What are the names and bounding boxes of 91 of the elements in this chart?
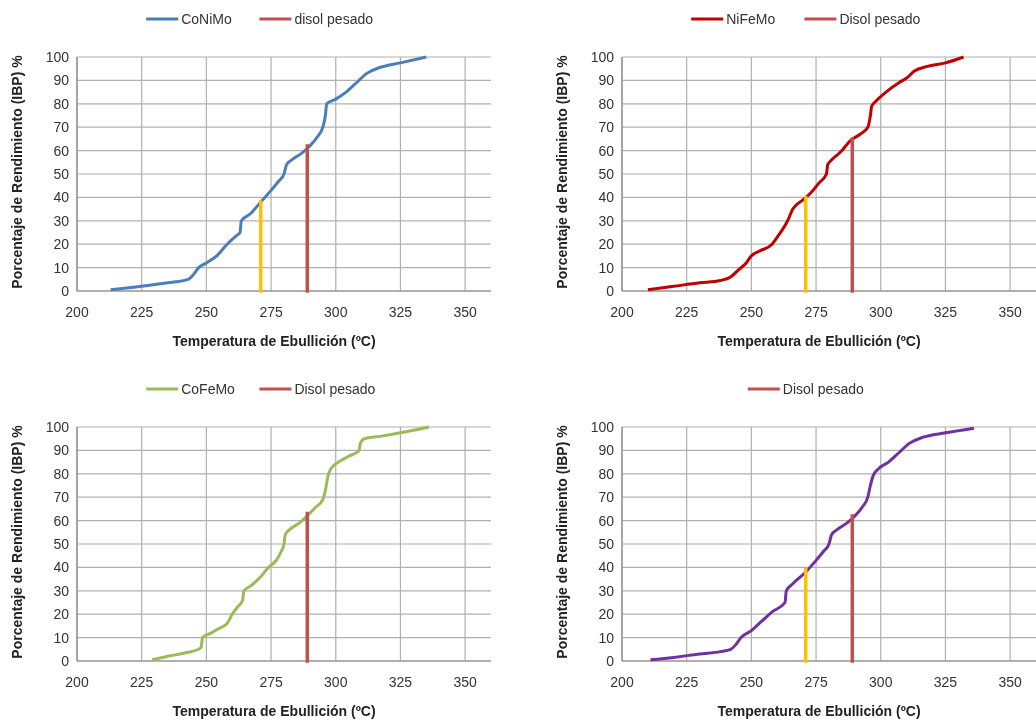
legend-label: Disol pesado bbox=[782, 380, 864, 397]
y-tick-label: 50 bbox=[598, 535, 615, 552]
y-tick-label: 0 bbox=[61, 652, 70, 669]
x-tick-label: 325 bbox=[933, 304, 958, 320]
x-tick-label: 350 bbox=[453, 674, 478, 690]
x-axis-title: Temperatura de Ebullición (ºC) bbox=[717, 703, 921, 719]
x-tick-label: 225 bbox=[130, 304, 154, 320]
y-tick-label: 20 bbox=[598, 606, 615, 623]
x-tick-label: 250 bbox=[739, 304, 764, 320]
y-axis-title: Porcentaje de Rendimiento (IBP) % bbox=[9, 424, 25, 659]
y-axis-title: Porcentaje de Rendimiento (IBP) % bbox=[554, 424, 570, 659]
x-tick-label: 275 bbox=[804, 674, 828, 690]
x-axis-title: Temperatura de Ebullición (ºC) bbox=[717, 333, 921, 349]
line-series bbox=[646, 55, 966, 292]
x-tick-label: 225 bbox=[675, 304, 699, 320]
y-tick-label: 30 bbox=[53, 212, 70, 229]
y-tick-label: 10 bbox=[53, 629, 70, 646]
x-tick-label: 200 bbox=[65, 304, 89, 320]
y-tick-label: 50 bbox=[53, 535, 70, 552]
legend-label: Disol pesado bbox=[294, 380, 376, 397]
y-tick-label: 40 bbox=[53, 189, 70, 206]
legend-label: CoNiMo bbox=[181, 10, 232, 27]
x-tick-label: 350 bbox=[453, 304, 478, 320]
x-tick-label: 200 bbox=[65, 674, 89, 690]
line-series bbox=[648, 426, 976, 662]
y-tick-label: 40 bbox=[598, 559, 615, 576]
y-axis-title: Porcentaje de Rendimiento (IBP) % bbox=[554, 54, 570, 289]
y-tick-label: 70 bbox=[53, 119, 70, 136]
x-tick-label: 225 bbox=[130, 674, 154, 690]
x-tick-label: 250 bbox=[194, 674, 219, 690]
y-tick-label: 30 bbox=[598, 212, 615, 229]
y-tick-label: 70 bbox=[598, 489, 615, 506]
y-tick-label: 100 bbox=[45, 48, 70, 65]
y-tick-label: 50 bbox=[53, 165, 70, 182]
y-tick-label: 0 bbox=[606, 652, 615, 669]
y-tick-label: 0 bbox=[606, 282, 615, 299]
legend-label: disol pesado bbox=[294, 10, 374, 27]
y-tick-label: 20 bbox=[53, 236, 70, 253]
line-series bbox=[150, 425, 431, 662]
legend-label: CoFeMo bbox=[181, 380, 236, 397]
y-tick-label: 10 bbox=[53, 259, 70, 276]
y-tick-label: 60 bbox=[598, 142, 615, 159]
x-axis-title: Temperatura de Ebullición (ºC) bbox=[172, 703, 376, 719]
x-tick-label: 225 bbox=[675, 674, 699, 690]
x-tick-label: 250 bbox=[739, 674, 764, 690]
x-tick-label: 325 bbox=[933, 674, 958, 690]
x-tick-label: 275 bbox=[259, 304, 283, 320]
x-tick-label: 300 bbox=[869, 674, 893, 690]
x-tick-label: 250 bbox=[194, 304, 219, 320]
y-tick-label: 70 bbox=[598, 119, 615, 136]
y-tick-label: 100 bbox=[590, 48, 615, 65]
x-tick-label: 350 bbox=[998, 304, 1023, 320]
y-tick-label: 100 bbox=[45, 418, 70, 435]
x-tick-label: 300 bbox=[324, 304, 348, 320]
y-tick-label: 60 bbox=[598, 512, 615, 529]
x-tick-label: 300 bbox=[324, 674, 348, 690]
y-tick-label: 90 bbox=[598, 442, 615, 459]
y-tick-label: 80 bbox=[53, 95, 70, 112]
y-tick-label: 60 bbox=[53, 512, 70, 529]
y-tick-label: 40 bbox=[598, 189, 615, 206]
y-tick-label: 50 bbox=[598, 165, 615, 182]
y-tick-label: 10 bbox=[598, 259, 615, 276]
y-tick-label: 80 bbox=[53, 465, 70, 482]
y-tick-label: 40 bbox=[53, 559, 70, 576]
x-tick-label: 275 bbox=[259, 674, 283, 690]
y-tick-label: 70 bbox=[53, 489, 70, 506]
x-axis-title: Temperatura de Ebullición (ºC) bbox=[172, 333, 376, 349]
x-tick-label: 300 bbox=[869, 304, 893, 320]
y-tick-label: 90 bbox=[598, 72, 615, 89]
x-tick-label: 325 bbox=[388, 674, 413, 690]
y-tick-label: 30 bbox=[598, 582, 615, 599]
y-tick-label: 80 bbox=[598, 95, 615, 112]
x-tick-label: 200 bbox=[610, 674, 634, 690]
x-tick-label: 275 bbox=[804, 304, 828, 320]
line-series bbox=[109, 55, 428, 292]
y-tick-label: 20 bbox=[598, 236, 615, 253]
legend-label: NiFeMo bbox=[726, 10, 776, 27]
x-tick-label: 350 bbox=[998, 674, 1023, 690]
y-tick-label: 80 bbox=[598, 465, 615, 482]
x-tick-label: 200 bbox=[610, 304, 634, 320]
y-tick-label: 20 bbox=[53, 606, 70, 623]
y-tick-label: 90 bbox=[53, 72, 70, 89]
y-tick-label: 60 bbox=[53, 142, 70, 159]
x-tick-label: 325 bbox=[388, 304, 413, 320]
y-tick-label: 30 bbox=[53, 582, 70, 599]
y-tick-label: 100 bbox=[590, 418, 615, 435]
y-axis-title: Porcentaje de Rendimiento (IBP) % bbox=[9, 54, 25, 289]
legend-label: Disol pesado bbox=[839, 10, 921, 27]
y-tick-label: 0 bbox=[61, 282, 70, 299]
y-tick-label: 10 bbox=[598, 629, 615, 646]
y-tick-label: 90 bbox=[53, 442, 70, 459]
